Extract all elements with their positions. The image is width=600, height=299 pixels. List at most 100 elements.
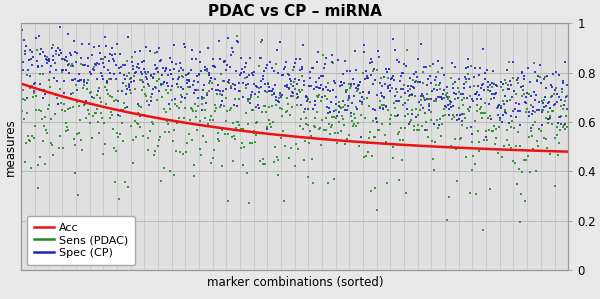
Point [95,51,105,55]
Point [343,97,353,102]
Point [544,99,554,104]
Point [316,99,326,104]
Point [502,98,511,103]
Point [531,93,541,98]
Point [151,86,161,91]
Point [319,127,329,132]
Point [359,96,369,101]
Point [260,89,270,94]
Point [458,92,468,97]
Point [523,66,533,71]
Point [141,75,151,80]
Y-axis label: measures: measures [4,118,17,176]
Point [160,68,170,73]
Point [175,115,184,120]
Point [211,106,221,111]
Point [557,114,566,118]
Point [400,90,410,95]
Point [539,135,548,140]
Point [428,157,437,161]
Point [94,44,104,48]
Point [335,84,344,89]
Point [373,127,383,132]
Point [458,103,468,107]
Point [353,87,362,92]
Point [217,127,226,132]
Point [137,60,147,65]
Point [152,78,161,83]
Point [38,95,48,100]
Point [106,51,115,56]
Point [177,74,187,78]
Point [341,87,351,92]
Point [278,129,288,134]
Point [457,119,467,123]
Point [253,119,262,124]
Point [344,94,353,98]
Point [398,137,407,142]
Point [242,75,252,80]
Point [70,77,79,82]
Point [490,92,500,97]
Point [390,94,400,98]
Point [147,120,157,125]
Point [436,81,445,86]
Point [155,137,164,142]
Point [127,91,136,95]
Point [338,72,348,77]
Point [78,62,88,67]
Point [404,122,414,126]
Point [30,81,40,86]
Point [423,134,433,139]
Point [217,164,227,168]
Point [242,171,252,176]
Point [344,81,354,86]
Point [127,76,136,81]
Point [490,91,499,96]
Point [314,127,323,132]
Point [539,77,548,81]
Point [552,125,562,130]
Point [20,51,29,56]
Point [389,78,398,83]
Point [520,77,529,82]
Point [313,95,323,100]
Point [101,142,110,147]
Point [181,72,191,77]
Point [376,91,386,96]
Point [152,66,162,71]
Point [44,56,54,61]
Point [112,131,122,136]
Point [73,51,82,55]
Point [555,115,565,120]
Point [413,80,423,85]
Point [256,56,266,61]
Point [352,106,362,111]
Point [34,108,44,113]
Point [234,89,244,94]
Point [454,86,463,91]
Point [73,79,83,83]
Point [24,57,34,62]
Point [143,135,153,140]
Point [293,91,302,96]
Point [243,99,253,103]
Point [45,84,55,89]
Point [298,65,307,69]
Point [55,86,65,91]
Point [434,122,444,127]
Point [28,84,37,89]
Point [274,157,283,162]
Point [137,87,147,92]
Point [381,140,391,145]
Point [259,69,269,74]
Point [69,38,79,43]
Point [562,83,572,87]
Point [474,149,484,153]
Point [562,125,572,129]
Point [410,71,419,76]
Point [155,45,164,50]
Point [89,64,98,69]
Point [454,77,464,82]
Point [98,61,107,66]
